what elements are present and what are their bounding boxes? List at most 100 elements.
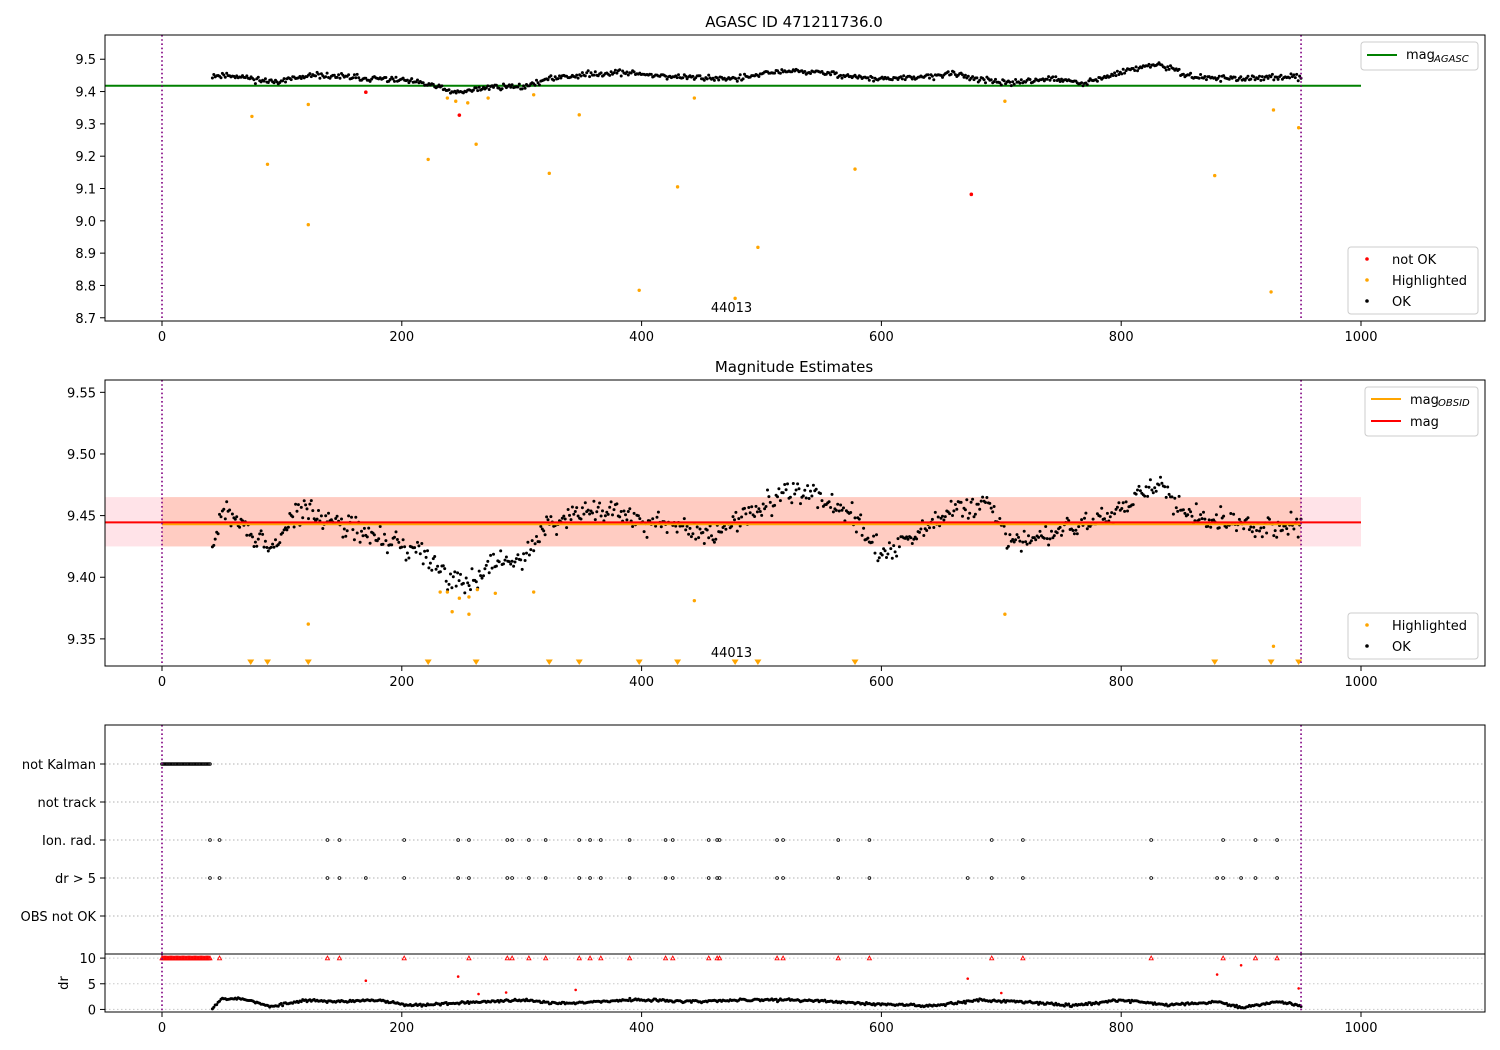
highlighted-point — [438, 590, 442, 594]
panel-title: Magnitude Estimates — [715, 358, 873, 376]
ok-point — [525, 551, 528, 555]
x-tick-label: 800 — [1109, 675, 1134, 690]
ok-point — [286, 525, 290, 529]
ok-point — [426, 549, 429, 553]
ok-point — [319, 514, 323, 518]
dr-flagged-point — [1215, 973, 1219, 976]
legend-marker — [1365, 623, 1369, 627]
ok-point — [1217, 526, 1221, 530]
ok-point — [394, 530, 398, 534]
dr-gt5-point — [1275, 876, 1279, 880]
dr-point — [1235, 1003, 1238, 1007]
dr-capped-marker — [336, 955, 343, 961]
dr-capped-marker — [509, 955, 515, 961]
ok-point — [352, 538, 356, 542]
off-scale-marker — [754, 659, 762, 665]
ok-point — [791, 482, 795, 485]
ok-point — [588, 75, 592, 79]
ion-rad-point — [337, 838, 342, 842]
ok-point — [1088, 524, 1092, 528]
dr-point — [863, 1003, 867, 1007]
dr-capped-marker — [324, 955, 331, 961]
not-kalman-point — [160, 762, 164, 766]
ok-point — [784, 488, 788, 492]
ok-point — [1029, 539, 1033, 543]
legend-status: Highlighted OK — [1347, 612, 1479, 660]
ok-point — [1045, 537, 1049, 541]
legend-label: Highlighted — [1392, 619, 1467, 634]
ok-point — [978, 507, 982, 511]
ok-point — [707, 536, 711, 540]
ok-point — [1004, 532, 1008, 536]
ok-point — [471, 88, 475, 92]
ok-point — [1246, 516, 1250, 520]
ok-point — [711, 538, 715, 542]
ok-point — [562, 514, 566, 518]
ion-rad-point — [781, 838, 785, 842]
ok-point — [849, 511, 853, 514]
ok-point — [1006, 544, 1010, 548]
ok-point — [873, 551, 877, 555]
ok-point — [612, 508, 616, 512]
ok-point — [968, 511, 972, 515]
ok-point — [579, 74, 583, 78]
ok-point — [484, 563, 488, 567]
ok-point — [502, 562, 505, 566]
ok-point — [410, 77, 414, 81]
ok-point — [809, 72, 812, 75]
ok-point — [1091, 517, 1095, 521]
ok-point — [910, 542, 914, 545]
ok-point — [256, 75, 260, 79]
ok-point — [854, 530, 858, 534]
ok-point — [998, 81, 1002, 85]
ok-point — [414, 550, 418, 554]
agasc-magnitude-panel: 44013 0 200 400 600 800 1000 8.7 8.8 8.9 9.0 9.1 9.… — [75, 34, 1486, 345]
ok-point — [253, 82, 257, 86]
ok-point — [447, 88, 451, 92]
not-kalman-point — [176, 762, 181, 766]
dr-gt5-point — [577, 876, 582, 880]
ok-point — [928, 76, 931, 80]
ok-point — [1265, 531, 1269, 535]
ok-point — [393, 535, 396, 539]
ok-point — [342, 527, 346, 531]
ok-point — [773, 71, 777, 75]
ok-point — [568, 513, 571, 517]
ok-point — [1296, 535, 1300, 539]
ok-point — [509, 85, 513, 89]
ok-point — [357, 76, 361, 80]
ok-point — [1217, 74, 1221, 78]
legend-marker — [1365, 644, 1369, 648]
ok-point — [677, 73, 680, 77]
ok-point — [748, 511, 752, 515]
ok-point — [966, 516, 970, 520]
ok-point — [989, 506, 993, 510]
x-tick-label: 400 — [629, 330, 654, 345]
ok-point — [876, 559, 880, 563]
dr-gt5-point — [965, 876, 970, 880]
ok-point — [1138, 489, 1142, 493]
ok-point — [654, 524, 658, 528]
ok-point — [263, 539, 267, 543]
dr-capped-marker — [866, 955, 873, 961]
ok-point — [449, 572, 452, 576]
ok-point — [1259, 526, 1263, 530]
ok-point — [245, 533, 249, 537]
ok-point — [572, 512, 576, 516]
ok-point — [225, 71, 229, 75]
ok-point — [251, 535, 254, 539]
highlighted-point — [1003, 99, 1007, 103]
ok-point — [717, 78, 721, 82]
ok-point — [470, 567, 474, 571]
ok-point — [857, 517, 861, 521]
ok-point — [1117, 73, 1121, 76]
ok-point — [274, 538, 277, 542]
ok-point — [1008, 533, 1012, 537]
ok-point — [801, 494, 805, 498]
ok-point — [961, 514, 964, 518]
not-kalman-point — [197, 762, 201, 766]
ok-point — [1047, 543, 1051, 547]
ok-point — [1121, 501, 1125, 505]
ok-point — [305, 507, 309, 511]
ok-point — [1002, 79, 1006, 83]
